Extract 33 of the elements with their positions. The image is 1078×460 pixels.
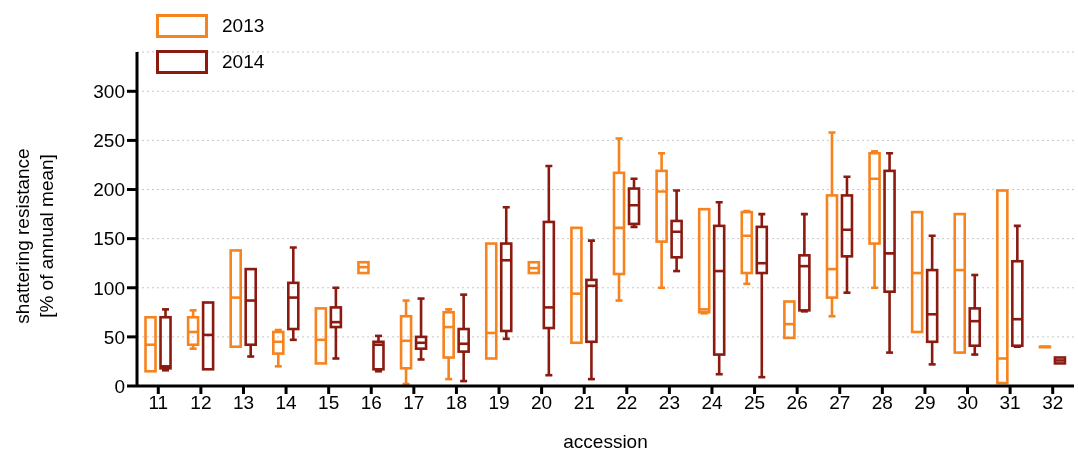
- x-tick-label: 26: [786, 392, 808, 414]
- legend-label: 2013: [222, 15, 265, 37]
- x-tick-label: 29: [914, 392, 936, 414]
- y-tick-label: 50: [103, 326, 125, 348]
- x-tick-label: 18: [445, 392, 467, 414]
- x-tick-label: 25: [744, 392, 766, 414]
- x-tick-label: 13: [232, 392, 255, 414]
- y-tick-label: 0: [114, 375, 125, 397]
- y-tick-label: 150: [93, 228, 125, 250]
- x-tick-label: 27: [829, 392, 851, 414]
- x-tick-label: 21: [573, 392, 595, 414]
- x-tick-label: 19: [488, 392, 510, 414]
- y-tick-label: 300: [93, 81, 125, 103]
- x-tick-label: 12: [190, 392, 212, 414]
- x-tick-label: 30: [956, 392, 979, 414]
- y-tick-label: 200: [93, 179, 125, 201]
- x-tick-label: 22: [616, 392, 638, 414]
- x-tick-label: 20: [531, 392, 553, 414]
- x-tick-label: 16: [360, 392, 382, 414]
- x-tick-label: 24: [701, 392, 723, 414]
- y-tick-label: 250: [93, 130, 125, 152]
- x-tick-label: 15: [318, 392, 340, 414]
- x-tick-label: 14: [275, 392, 298, 414]
- x-tick-label: 28: [871, 392, 893, 414]
- x-tick-label: 32: [1042, 392, 1064, 414]
- x-tick-label: 23: [658, 392, 680, 414]
- x-tick-label: 31: [999, 392, 1021, 414]
- y-axis-title: shattering resistance [% of annual mean]: [11, 147, 58, 326]
- x-axis-title: accession: [563, 431, 648, 452]
- y-tick-label: 100: [93, 277, 125, 299]
- x-tick-label: 17: [403, 392, 425, 414]
- x-tick-label: 11: [148, 392, 169, 414]
- legend-label: 2014: [222, 51, 265, 73]
